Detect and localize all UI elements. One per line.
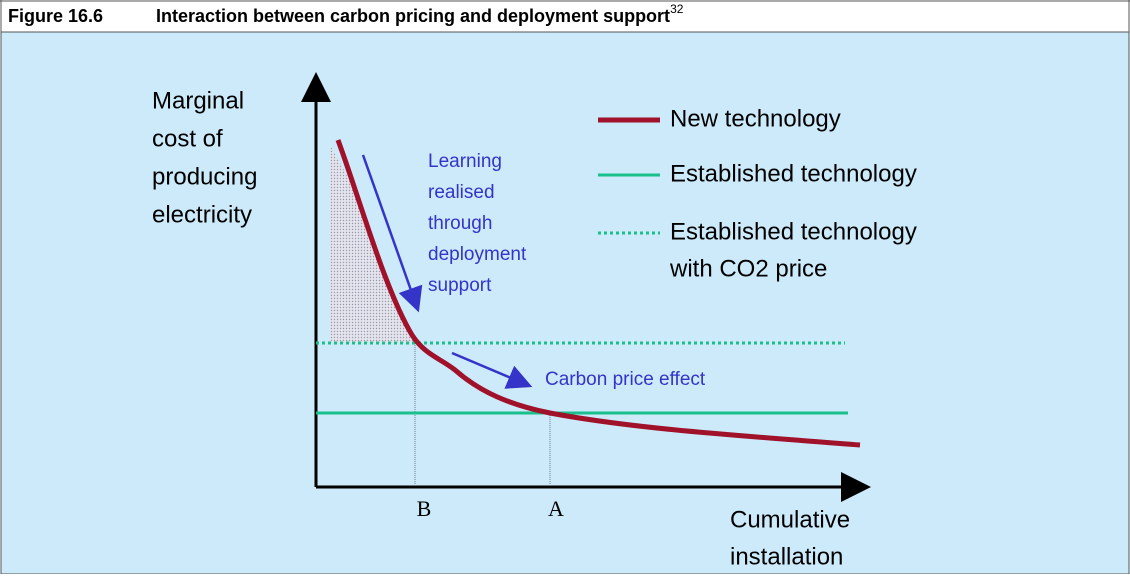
legend-label: Established technology	[670, 160, 917, 187]
point-label: B	[417, 496, 432, 521]
annotation: deployment	[428, 244, 527, 265]
y-label: producing	[152, 163, 257, 190]
annotation: realised	[428, 182, 495, 203]
figure-number: Figure 16.6	[8, 6, 103, 26]
figure-title: Interaction between carbon pricing and d…	[156, 2, 684, 26]
point-label: A	[548, 496, 564, 521]
y-label: cost of	[152, 125, 223, 152]
learning-arrow	[361, 154, 423, 313]
legend-label: with CO2 price	[669, 255, 827, 282]
x-label: Cumulative	[730, 506, 850, 533]
panel-bg	[0, 31, 1130, 575]
legend-label: Established technology	[670, 218, 917, 245]
y-label: electricity	[152, 201, 252, 228]
annotation: Carbon price effect	[545, 369, 706, 390]
x-label: installation	[730, 543, 843, 570]
carbon-arrow	[451, 351, 533, 389]
title-text: Interaction between carbon pricing and d…	[156, 6, 670, 26]
y-label: Marginal	[152, 87, 244, 114]
annotation: Learning	[428, 151, 502, 172]
footnote: 32	[670, 2, 684, 16]
annotation: support	[428, 275, 492, 296]
new-tech-curve	[335, 139, 861, 448]
annotation: through	[428, 213, 492, 234]
legend-label: New technology	[670, 105, 841, 132]
